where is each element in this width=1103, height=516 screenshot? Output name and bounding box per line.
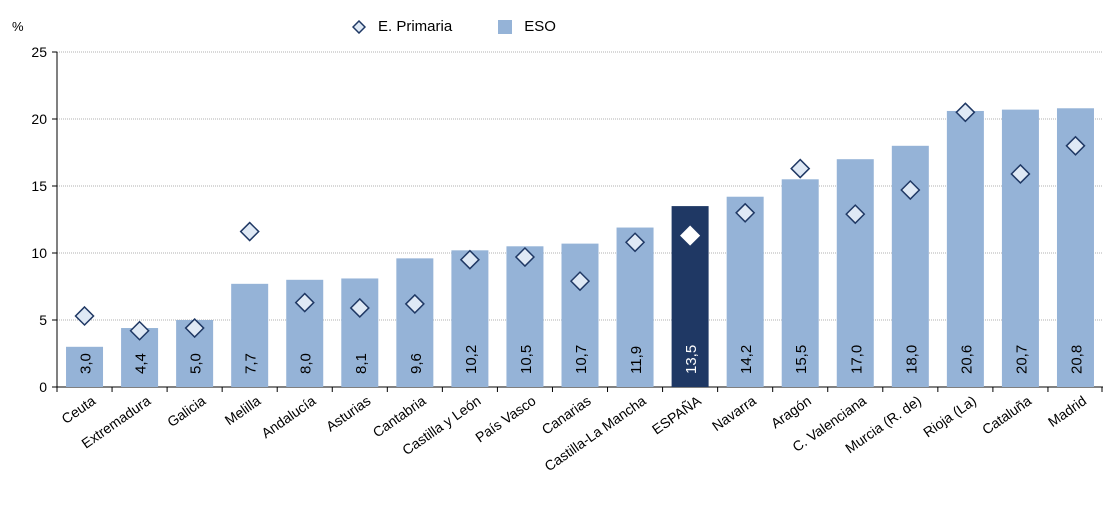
bar-value-label: 3,0 — [78, 353, 95, 374]
primaria-marker — [735, 202, 756, 223]
primaria-marker — [74, 305, 95, 327]
legend: E. Primaria ESO — [352, 18, 602, 35]
y-tick-label: 20 — [31, 111, 47, 127]
y-tick-label: 15 — [31, 178, 47, 194]
bar-swatch-icon — [498, 19, 513, 34]
x-tick-label: Madrid — [1045, 392, 1089, 430]
legend-item-primaria: E. Primaria — [352, 18, 452, 35]
bar — [451, 250, 489, 387]
primaria-marker — [459, 249, 480, 270]
primaria-marker — [1010, 163, 1031, 185]
bar-value-label: 17,0 — [848, 345, 865, 374]
bar-value-label: 9,6 — [408, 353, 425, 374]
primaria-marker — [955, 102, 976, 123]
x-tick-label: Ceuta — [58, 392, 98, 427]
bar — [781, 179, 819, 387]
bar-value-label: 11,9 — [628, 346, 645, 374]
primaria-marker — [569, 271, 591, 292]
primaria-marker — [790, 158, 811, 179]
primaria-marker — [239, 221, 260, 242]
x-tick-label: Cataluña — [979, 392, 1034, 437]
primaria-marker — [680, 225, 701, 246]
bar-value-label: 5,0 — [188, 353, 205, 374]
primaria-marker — [404, 293, 425, 314]
y-tick-label: 0 — [39, 379, 47, 395]
x-tick-label: País Vasco — [472, 392, 539, 445]
x-tick-label: Andalucía — [258, 392, 318, 441]
x-tick-label: Castilla-La Mancha — [541, 392, 649, 474]
bar — [836, 159, 874, 387]
legend-label-primaria: E. Primaria — [378, 18, 453, 35]
bar — [66, 346, 104, 387]
primaria-marker — [294, 292, 315, 313]
x-tick-label: Galicia — [164, 392, 208, 430]
primaria-marker — [900, 179, 921, 201]
x-tick-label: Navarra — [709, 392, 759, 434]
bar — [946, 110, 984, 388]
x-tick-label: Rioja (La) — [920, 392, 979, 440]
bar-value-label: 13,5 — [683, 345, 700, 374]
bar — [561, 243, 599, 387]
bar — [341, 278, 379, 387]
primaria-marker — [349, 297, 370, 319]
bar — [726, 196, 764, 387]
bar — [506, 246, 544, 387]
bar-value-label: 10,5 — [518, 345, 535, 374]
y-tick-label: 10 — [31, 245, 47, 261]
primaria-marker — [184, 317, 205, 339]
diamond-marker-icon — [352, 19, 366, 34]
bar-value-label: 8,1 — [353, 353, 370, 374]
bar-value-label: 8,0 — [298, 353, 315, 374]
y-axis-unit: % — [12, 19, 24, 34]
primaria-marker — [845, 204, 866, 225]
bar-value-label: 18,0 — [903, 345, 920, 374]
primaria-marker — [514, 246, 536, 268]
bar-value-label: 7,7 — [243, 353, 260, 374]
bar — [231, 283, 269, 387]
bar — [396, 258, 434, 387]
x-tick-label: Aragón — [768, 392, 814, 431]
y-tick-label: 25 — [31, 44, 47, 60]
bar — [1001, 109, 1039, 388]
primaria-marker — [129, 320, 150, 341]
bar-value-label: 20,6 — [958, 345, 975, 374]
legend-label-eso: ESO — [524, 18, 556, 35]
primaria-marker — [1065, 135, 1086, 156]
bar-value-label: 20,7 — [1013, 345, 1030, 374]
bar-value-label: 15,5 — [793, 345, 810, 374]
bar-value-label: 10,7 — [573, 345, 590, 374]
bar-value-label: 10,2 — [463, 345, 480, 374]
legend-item-eso: ESO — [498, 18, 556, 35]
x-tick-label: Asturias — [323, 392, 374, 434]
bar — [616, 227, 654, 387]
y-tick-label: 5 — [39, 312, 47, 328]
bar-value-label: 14,2 — [738, 345, 755, 374]
bar-value-label: 4,4 — [133, 353, 150, 374]
x-tick-label: Melilla — [222, 392, 264, 428]
primaria-marker — [624, 232, 646, 253]
x-tick-label: ESPAÑA — [649, 392, 704, 437]
bar-value-label: 20,8 — [1068, 345, 1085, 374]
